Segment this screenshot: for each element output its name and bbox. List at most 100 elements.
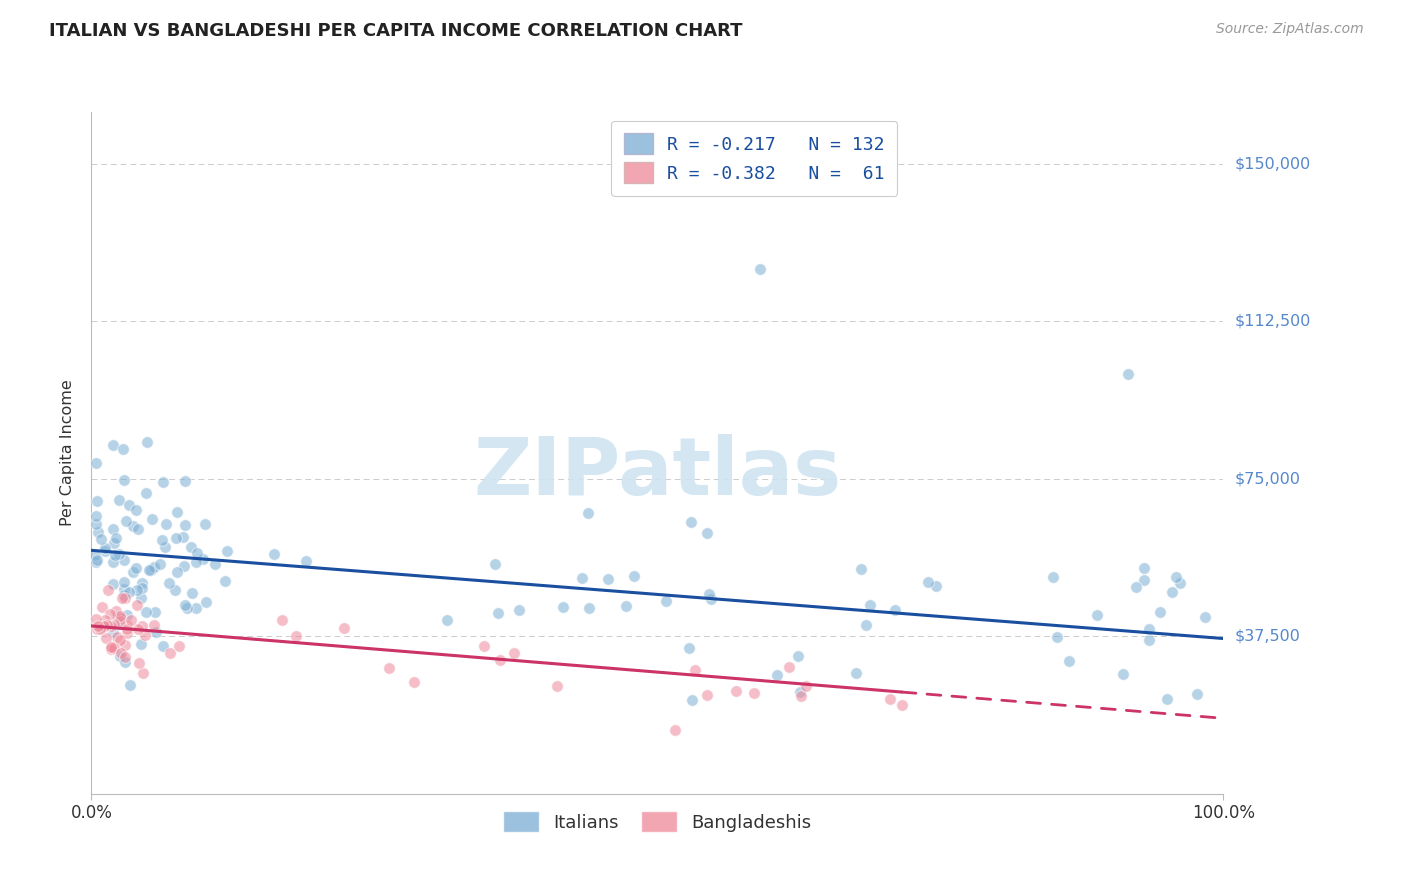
Point: [131, 581, 153, 595]
Point: [107, 609, 129, 624]
Point: [484, 557, 506, 571]
Point: [744, 686, 766, 700]
Point: [94, 631, 117, 645]
Point: [696, 526, 718, 541]
Point: [153, 541, 176, 555]
Point: [194, 595, 217, 609]
Point: [121, 565, 143, 579]
Point: [1116, 367, 1139, 381]
Y-axis label: Per Capita Income: Per Capita Income: [60, 379, 76, 526]
Point: [84, 612, 107, 626]
Point: [89, 623, 111, 637]
Point: [488, 653, 510, 667]
Point: [93, 618, 115, 632]
Point: [143, 605, 166, 619]
Point: [284, 629, 307, 643]
Point: [132, 665, 155, 680]
Point: [180, 540, 202, 554]
Point: [332, 621, 354, 635]
Point: [165, 531, 187, 545]
Point: [174, 474, 197, 488]
Point: [271, 613, 294, 627]
Point: [114, 656, 136, 670]
Point: [149, 557, 172, 571]
Point: [84, 456, 107, 470]
Point: [503, 646, 526, 660]
Text: $37,500: $37,500: [1234, 629, 1301, 644]
Point: [855, 617, 877, 632]
Point: [748, 262, 770, 277]
Point: [98, 607, 121, 621]
Point: [135, 605, 157, 619]
Point: [108, 492, 131, 507]
Point: [699, 592, 721, 607]
Point: [845, 666, 868, 681]
Point: [96, 618, 118, 632]
Point: [681, 693, 703, 707]
Text: $150,000: $150,000: [1234, 156, 1310, 171]
Point: [90, 620, 112, 634]
Point: [104, 604, 127, 618]
Point: [111, 442, 134, 456]
Point: [143, 560, 166, 574]
Point: [614, 599, 637, 614]
Point: [135, 486, 157, 500]
Point: [93, 543, 115, 558]
Point: [1125, 580, 1147, 594]
Point: [101, 625, 124, 640]
Point: [883, 603, 905, 617]
Point: [108, 547, 131, 561]
Point: [165, 583, 187, 598]
Point: [110, 591, 132, 605]
Point: [1185, 687, 1208, 701]
Point: [115, 608, 138, 623]
Point: [623, 569, 645, 583]
Point: [696, 689, 718, 703]
Point: [145, 625, 167, 640]
Point: [127, 522, 149, 536]
Text: Source: ZipAtlas.com: Source: ZipAtlas.com: [1216, 22, 1364, 37]
Text: ITALIAN VS BANGLADESHI PER CAPITA INCOME CORRELATION CHART: ITALIAN VS BANGLADESHI PER CAPITA INCOME…: [49, 22, 742, 40]
Point: [678, 641, 700, 656]
Point: [103, 522, 125, 536]
Point: [86, 553, 108, 567]
Legend: Italians, Bangladeshis: Italians, Bangladeshis: [492, 800, 823, 843]
Point: [115, 514, 138, 528]
Point: [118, 677, 141, 691]
Point: [1137, 633, 1160, 648]
Point: [141, 512, 163, 526]
Point: [94, 541, 117, 556]
Point: [173, 518, 195, 533]
Point: [115, 625, 138, 640]
Point: [87, 525, 110, 540]
Point: [378, 661, 401, 675]
Point: [100, 641, 122, 656]
Point: [215, 544, 238, 558]
Point: [131, 576, 153, 591]
Point: [114, 639, 136, 653]
Point: [1156, 691, 1178, 706]
Text: $75,000: $75,000: [1234, 472, 1301, 486]
Point: [295, 554, 318, 568]
Point: [786, 648, 808, 663]
Point: [84, 508, 107, 523]
Point: [925, 579, 948, 593]
Point: [917, 574, 939, 589]
Point: [204, 557, 226, 571]
Point: [129, 637, 152, 651]
Point: [108, 632, 131, 647]
Point: [172, 530, 194, 544]
Point: [129, 591, 152, 606]
Point: [86, 494, 108, 508]
Point: [176, 600, 198, 615]
Point: [101, 577, 124, 591]
Point: [167, 639, 190, 653]
Point: [1112, 667, 1135, 681]
Point: [136, 434, 159, 449]
Point: [683, 663, 706, 677]
Point: [131, 619, 153, 633]
Point: [508, 602, 530, 616]
Point: [86, 622, 108, 636]
Point: [214, 574, 236, 588]
Point: [84, 517, 107, 532]
